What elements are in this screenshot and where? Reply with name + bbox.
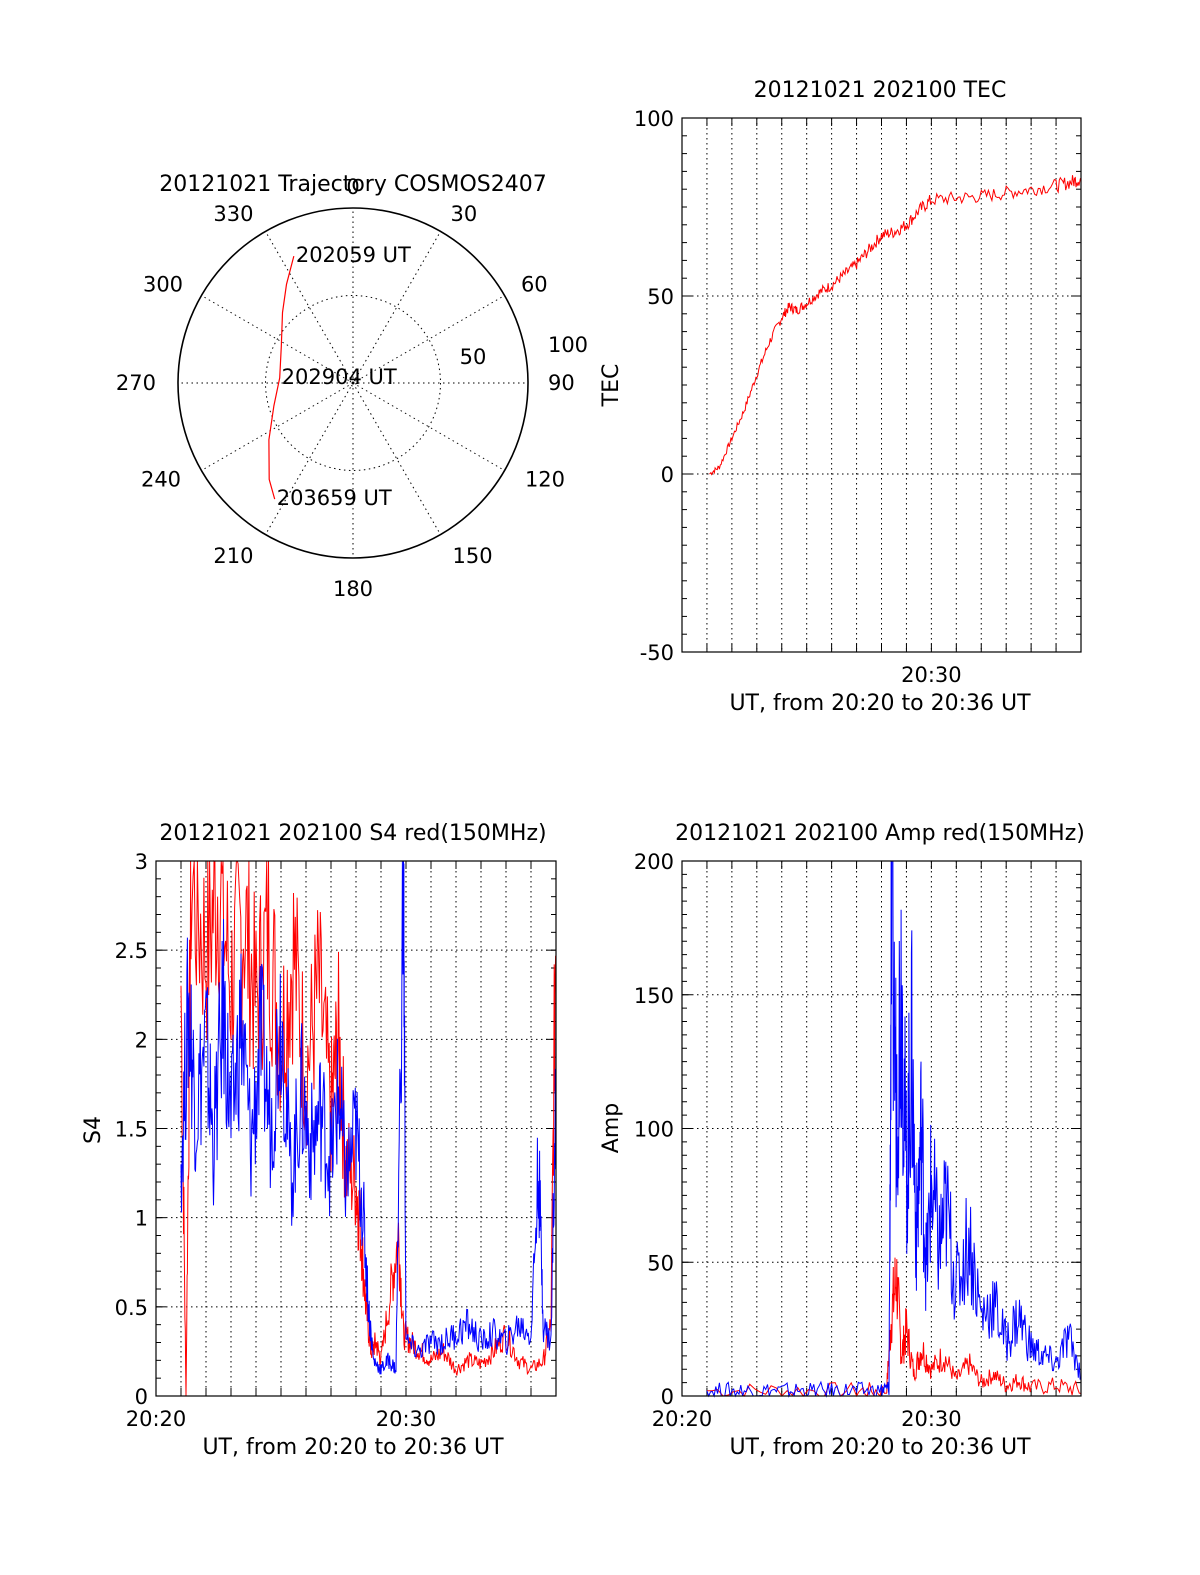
polar-radial-label: 100	[548, 333, 588, 357]
y-tick-label: 0	[661, 463, 674, 487]
polar-azimuth-label: 270	[116, 371, 156, 395]
y-tick-label: 0	[661, 1385, 674, 1409]
polar-azimuth-label: 90	[548, 371, 575, 395]
polar-azimuth-label: 330	[213, 202, 253, 226]
polar-center-mark	[349, 379, 357, 387]
s4-title: 20121021 202100 S4 red(150MHz)	[159, 821, 546, 846]
x-tick-label: 20:30	[901, 663, 962, 687]
x-tick-label: 20:30	[901, 1407, 962, 1431]
polar-trajectory-panel: 20121021 Trajectory COSMOS2407 0 30 60 90 12…	[116, 172, 588, 601]
series-line	[706, 1257, 1082, 1398]
y-tick-label: 2	[135, 1028, 148, 1052]
series-line	[706, 860, 1082, 1398]
polar-azimuth-label: 180	[333, 577, 373, 601]
y-tick-label: 0	[135, 1385, 148, 1409]
y-tick-label: -50	[640, 641, 674, 665]
polar-azimuth-label: 300	[143, 273, 183, 297]
s4-y-axis-label: S4	[81, 1116, 106, 1144]
polar-azimuth-label: 120	[525, 468, 565, 492]
s4-plot-area: 0 0.5 1 1.5 2 2.5 3 20:20 20:30	[115, 850, 557, 1431]
y-tick-label: 200	[634, 850, 674, 874]
polar-labels-layer: 0 30 60 90 120 150 180 210 240 270 300 330 50 100 2020…	[116, 175, 588, 601]
polar-time-annotation: 202059 UT	[296, 243, 411, 267]
amp-chart-panel: 20121021 202100 Amp red(150MHz) 0 50 100 15…	[599, 821, 1085, 1460]
y-tick-label: 150	[634, 984, 674, 1008]
y-tick-label: 2.5	[115, 939, 148, 963]
polar-azimuth-label: 0	[346, 175, 359, 199]
polar-azimuth-label: 30	[451, 202, 478, 226]
y-tick-label: 100	[634, 1118, 674, 1142]
polar-radial-label: 50	[460, 345, 487, 369]
amp-y-axis-label: Amp	[599, 1103, 624, 1153]
polar-spoke-60	[352, 295, 505, 384]
plot-frame	[681, 117, 1082, 653]
polar-spoke-300	[201, 295, 354, 384]
polar-spoke-120	[352, 382, 505, 471]
polar-azimuth-label: 60	[521, 273, 548, 297]
polar-trajectory-line	[268, 255, 295, 500]
s4-chart-panel: 20121021 202100 S4 red(150MHz) 0 0.5 1 1.5 2…	[81, 821, 557, 1460]
polar-ring-50	[265, 295, 441, 471]
polar-spoke-210	[265, 382, 354, 535]
y-tick-label: 50	[647, 285, 674, 309]
polar-azimuth-label: 150	[453, 544, 493, 568]
plot-frame	[681, 860, 1082, 1397]
tec-x-axis-label: UT, from 20:20 to 20:36 UT	[729, 691, 1031, 716]
polar-spoke-150	[352, 382, 441, 535]
polar-time-annotation: 203659 UT	[277, 486, 392, 510]
y-tick-label: 3	[135, 850, 148, 874]
s4-x-axis-label: UT, from 20:20 to 20:36 UT	[202, 1435, 504, 1460]
polar-azimuth-label: 240	[141, 468, 181, 492]
polar-series-layer	[268, 255, 295, 500]
y-tick-label: 1.5	[115, 1118, 148, 1142]
y-tick-label: 1	[135, 1207, 148, 1231]
plot-frame	[155, 860, 557, 1397]
y-tick-label: 0.5	[115, 1296, 148, 1320]
series-line	[180, 860, 557, 1375]
series-line	[709, 175, 1082, 476]
tec-plot-area: -50 0 50 100 20:30	[634, 107, 1082, 687]
series-line	[180, 860, 557, 1397]
polar-time-annotation: 202904 UT	[282, 365, 397, 389]
tec-chart-panel: 20121021 202100 TEC -50 0 50 100 20:30 UT, f…	[599, 78, 1082, 716]
y-tick-label: 50	[647, 1251, 674, 1275]
amp-plot-area: 0 50 100 150 200 20:20 20:30	[634, 850, 1082, 1431]
polar-outer-ring	[177, 207, 529, 559]
polar-spoke-240	[201, 382, 354, 471]
polar-grid	[177, 207, 529, 559]
tec-y-axis-label: TEC	[599, 364, 624, 408]
amp-title: 20121021 202100 Amp red(150MHz)	[675, 821, 1085, 846]
x-tick-label: 20:20	[652, 1407, 713, 1431]
polar-title: 20121021 Trajectory COSMOS2407	[159, 172, 546, 197]
y-tick-label: 100	[634, 107, 674, 131]
polar-spoke-30	[352, 231, 441, 384]
x-tick-label: 20:20	[126, 1407, 187, 1431]
tec-title: 20121021 202100 TEC	[754, 78, 1007, 103]
x-tick-label: 20:30	[376, 1407, 437, 1431]
polar-azimuth-label: 210	[213, 544, 253, 568]
amp-x-axis-label: UT, from 20:20 to 20:36 UT	[729, 1435, 1031, 1460]
polar-spoke-330	[265, 231, 354, 384]
